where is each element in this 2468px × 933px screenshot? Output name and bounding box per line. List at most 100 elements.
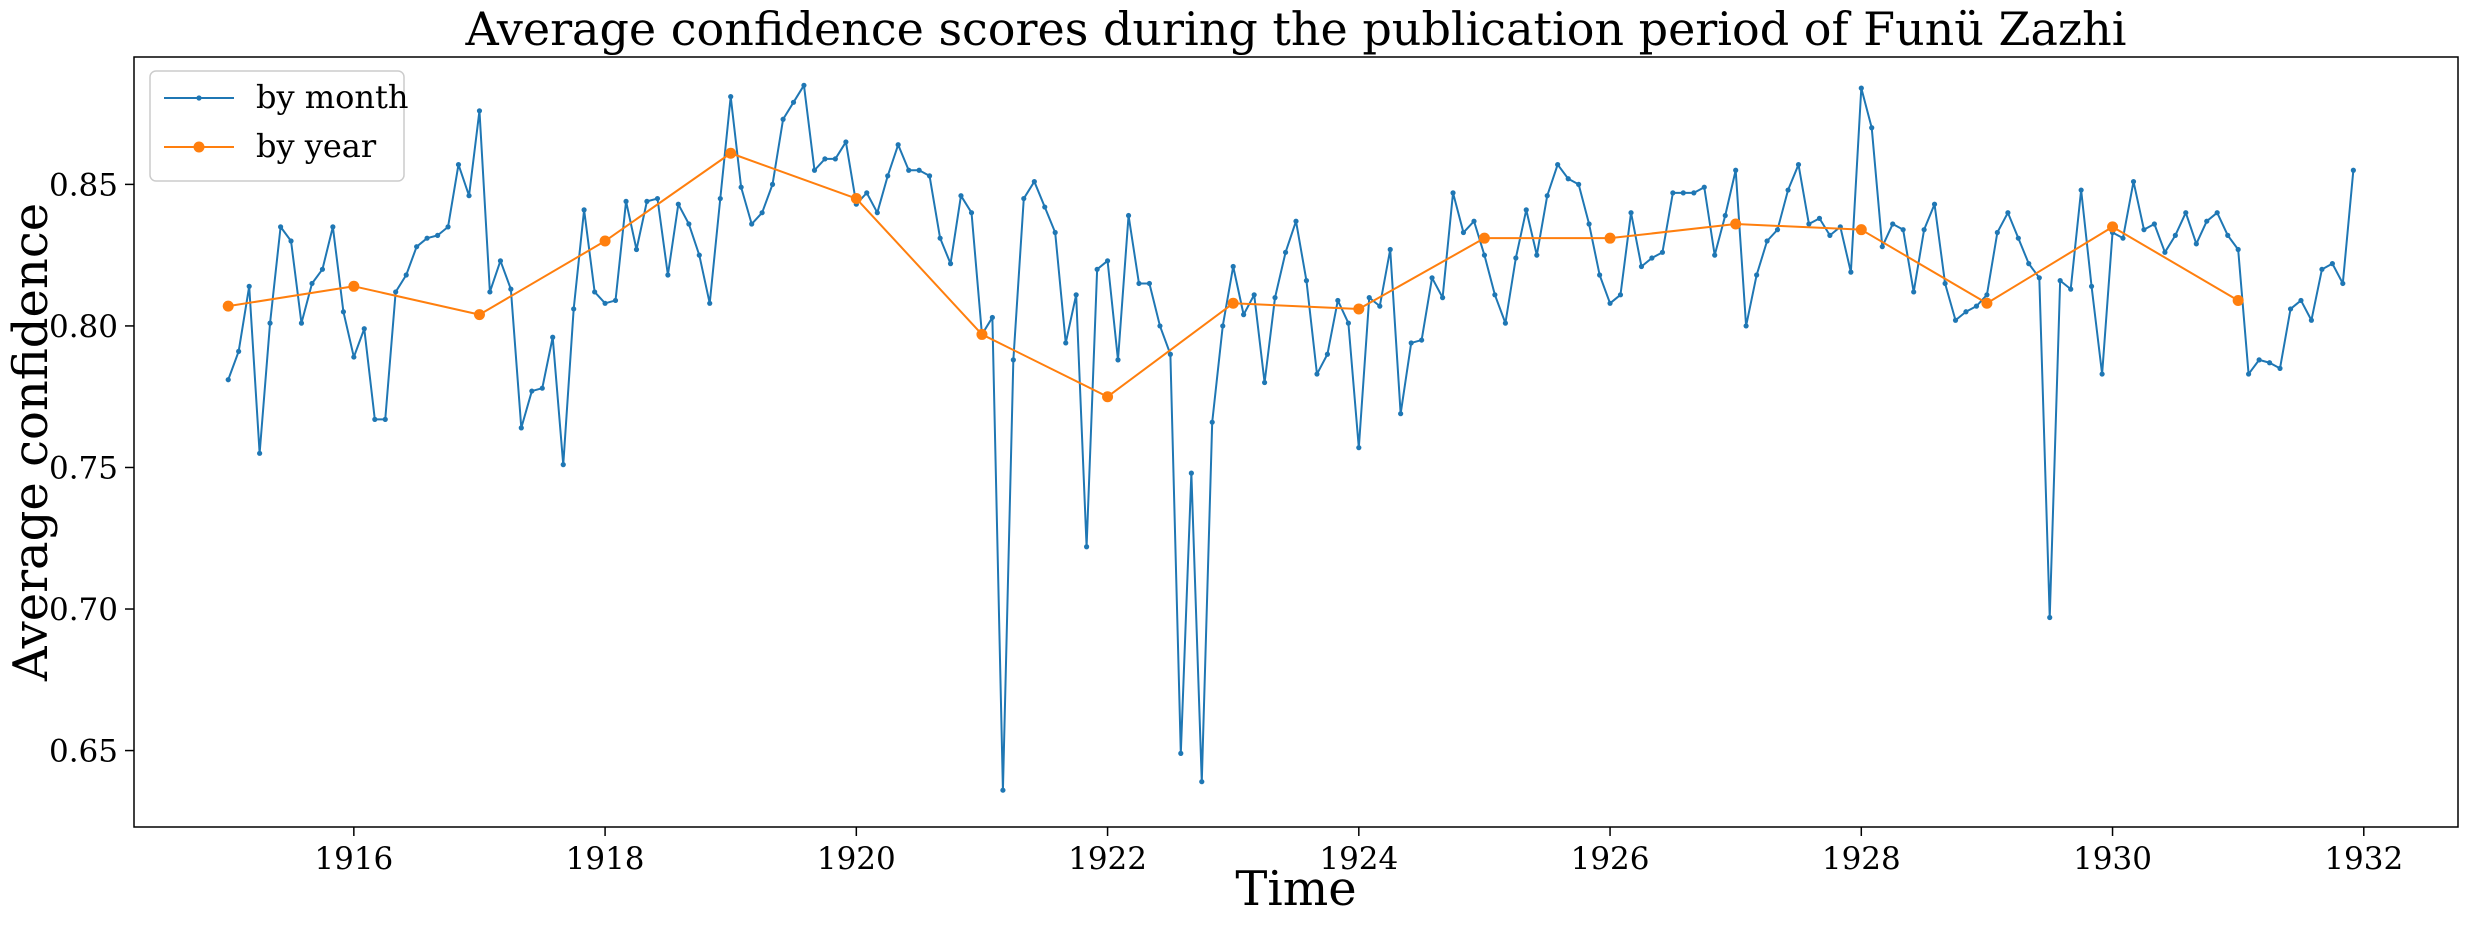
data-point-by-month xyxy=(2120,235,2126,241)
data-point-by-year xyxy=(1981,297,1993,309)
data-point-by-month xyxy=(895,142,901,148)
data-point-by-month xyxy=(1963,309,1969,315)
data-point-by-year xyxy=(1102,391,1114,403)
chart-title: Average confidence scores during the pub… xyxy=(465,2,2127,56)
data-point-by-month xyxy=(1366,295,1372,301)
data-point-by-month xyxy=(2204,218,2210,224)
y-axis-label: Average confidence xyxy=(3,203,59,682)
x-axis-label: Time xyxy=(1235,861,1356,917)
data-point-by-month xyxy=(1816,215,1823,221)
data-point-by-month xyxy=(717,195,723,202)
data-point-by-year xyxy=(222,300,234,312)
data-point-by-month xyxy=(476,108,483,114)
data-point-by-month xyxy=(1848,269,1854,275)
data-point-by-month xyxy=(1785,187,1791,193)
data-point-by-month xyxy=(1481,252,1488,258)
data-point-by-month xyxy=(1617,292,1624,298)
data-point-by-month xyxy=(1858,85,1864,91)
data-point-by-month xyxy=(1492,292,1498,298)
data-point-by-month xyxy=(2225,232,2231,238)
data-point-by-month xyxy=(2277,365,2283,371)
data-point-by-month xyxy=(2256,357,2262,363)
data-point-by-month xyxy=(790,99,797,105)
plot-background xyxy=(134,57,2458,827)
x-tick-label: 1926 xyxy=(1571,841,1650,877)
data-point-by-month xyxy=(382,416,388,422)
data-point-by-month xyxy=(885,173,891,179)
data-point-by-month xyxy=(1094,266,1100,272)
x-tick-label: 1920 xyxy=(817,841,896,877)
data-point-by-month xyxy=(2183,210,2189,216)
data-point-by-month xyxy=(455,161,462,168)
y-tick-label: 0.70 xyxy=(49,592,118,628)
data-point-by-month xyxy=(487,289,493,295)
data-point-by-month xyxy=(696,252,702,258)
data-point-by-month xyxy=(811,167,818,173)
data-point-by-month xyxy=(508,286,514,292)
data-point-by-month xyxy=(1523,207,1529,213)
data-point-by-month xyxy=(1722,212,1728,219)
data-point-by-month xyxy=(2036,275,2042,281)
data-point-by-month xyxy=(937,235,943,241)
data-point-by-month xyxy=(1659,249,1666,255)
data-point-by-month xyxy=(874,210,880,216)
data-point-by-month xyxy=(1188,470,1194,476)
data-point-by-month xyxy=(2005,210,2011,216)
data-point-by-month xyxy=(769,181,776,187)
data-point-by-month xyxy=(1576,181,1582,187)
data-point-by-month xyxy=(1555,161,1561,168)
data-point-by-year xyxy=(2107,221,2119,233)
y-tick-label: 0.85 xyxy=(49,167,118,203)
data-point-by-month xyxy=(623,198,629,204)
data-point-by-month xyxy=(581,207,587,213)
data-point-by-month xyxy=(2078,187,2084,193)
data-point-by-year xyxy=(1353,303,1365,315)
data-point-by-month xyxy=(518,425,524,431)
data-point-by-month xyxy=(1827,232,1833,238)
data-point-by-month xyxy=(1628,210,1634,216)
data-point-by-month xyxy=(1387,246,1393,253)
data-point-by-month xyxy=(1209,419,1215,425)
data-point-by-month xyxy=(1942,280,1948,287)
data-point-by-year xyxy=(1730,218,1742,230)
data-point-by-month xyxy=(236,348,242,355)
data-point-by-month xyxy=(2162,249,2168,255)
data-point-by-month xyxy=(1701,184,1707,190)
data-point-by-month xyxy=(309,280,315,287)
series-line-by-month xyxy=(227,84,2355,792)
data-point-by-month xyxy=(864,190,870,196)
data-point-by-month xyxy=(1565,176,1571,182)
x-tick-label: 1930 xyxy=(2073,841,2152,877)
data-point-by-month xyxy=(2068,286,2074,292)
data-point-by-month xyxy=(2026,261,2032,267)
data-point-by-month xyxy=(707,300,713,306)
data-point-by-month xyxy=(2193,241,2199,247)
data-point-by-month xyxy=(1021,195,1027,202)
data-point-by-month xyxy=(1377,303,1383,309)
data-point-by-month xyxy=(1973,303,1980,309)
data-point-by-month xyxy=(1261,379,1268,386)
data-point-by-month xyxy=(539,385,545,391)
data-point-by-year xyxy=(599,235,611,247)
y-tick-label: 0.75 xyxy=(49,450,118,486)
data-point-by-month xyxy=(801,82,807,88)
data-point-by-month xyxy=(1911,289,1917,295)
data-point-by-month xyxy=(361,326,367,332)
data-point-by-month xyxy=(267,320,273,326)
data-point-by-month xyxy=(2130,178,2137,185)
data-point-by-month xyxy=(372,416,378,422)
data-point-by-month xyxy=(1450,190,1456,196)
data-point-by-month xyxy=(654,195,661,202)
data-point-by-month xyxy=(1900,227,1906,233)
data-point-by-month xyxy=(2141,227,2147,233)
data-point-by-month xyxy=(2088,283,2095,289)
data-point-by-year xyxy=(1604,232,1616,244)
data-point-by-month xyxy=(257,450,263,456)
data-point-by-month xyxy=(1869,125,1875,131)
data-point-by-month xyxy=(2245,371,2252,377)
data-point-by-month xyxy=(351,354,357,360)
data-point-by-month xyxy=(1398,411,1404,417)
data-point-by-month xyxy=(1774,227,1781,233)
data-point-by-month xyxy=(665,272,671,278)
data-point-by-month xyxy=(2099,371,2105,377)
